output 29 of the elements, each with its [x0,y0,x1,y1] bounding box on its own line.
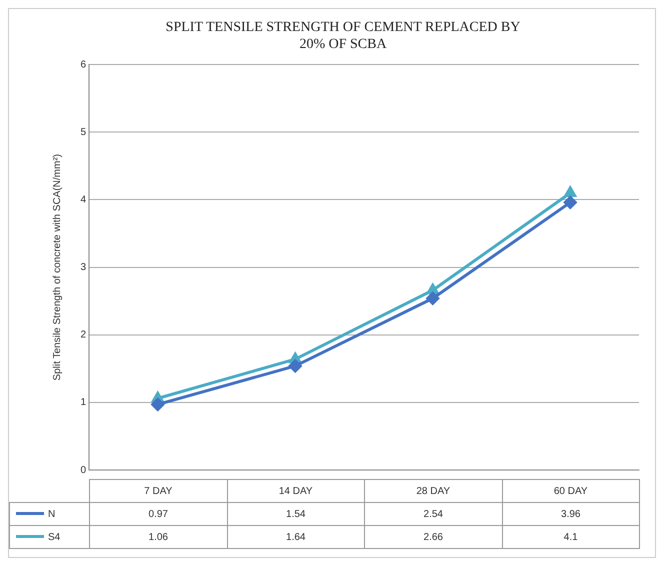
x-tick-label: 14 DAY [227,480,364,502]
chart-title: SPLIT TENSILE STRENGTH OF CEMENT REPLACED BY 20% OF SCBA [166,20,520,52]
legend-label: N [10,502,90,526]
x-tick-label: 60 DAY [502,480,640,502]
point [426,284,439,294]
legend-label: S4 [10,526,90,548]
point [151,398,164,411]
y-tick-label: 1 [80,397,86,408]
y-axis-title: Split Tensile Strength of concrete with SCA(N/mm²) [52,154,63,381]
x-tick-label: 28 DAY [364,480,502,502]
data-label: 3.96 [502,502,640,526]
y-tick-label: 3 [80,262,86,274]
x-tick-label: 7 DAY [90,480,227,502]
y-tick-label: 5 [80,126,86,138]
point [564,196,577,209]
data-label: 0.97 [90,502,227,526]
data-label: 1.54 [227,502,364,526]
data-label: 1.64 [227,526,364,548]
data-label: 1.06 [90,526,227,548]
y-tick-label: 2 [80,330,86,341]
y-tick-label: 4 [80,194,86,206]
point [564,186,576,197]
point [288,359,302,372]
data-label: 2.66 [364,526,502,548]
point [426,292,440,305]
data-label: 4.1 [502,526,640,548]
y-tick-label: 6 [80,59,86,70]
y-tick-label: 0 [80,464,86,476]
data-label: 2.54 [364,502,502,526]
